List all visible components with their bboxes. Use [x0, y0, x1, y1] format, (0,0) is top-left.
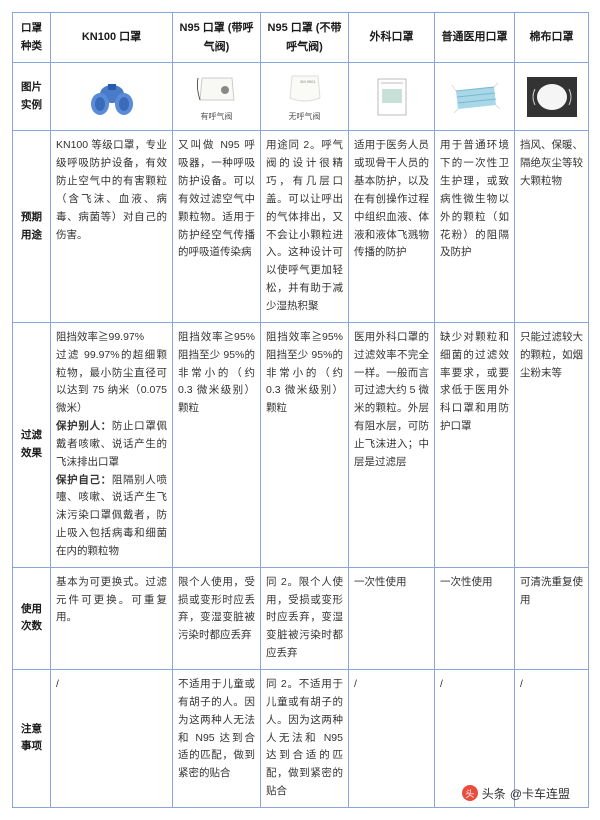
- header-col3: N95 口罩 (不带呼气阀): [261, 13, 349, 63]
- header-purpose: 预期用途: [13, 131, 51, 322]
- footer-brand: 头条: [482, 785, 506, 802]
- usage-c3: 同 2。限个人使用，受损或变形时应丢弃，变湿变脏被污染时都应丢弃: [261, 567, 349, 669]
- usage-c1: 基本为可更换式。过滤元件可更换。可重复用。: [51, 567, 173, 669]
- table-row: 预期用途 KN100 等级口罩，专业级呼吸防护设备，有效防止空气中的有害颗粒（含…: [13, 131, 589, 322]
- purpose-c6: 挡风、保暖、隔绝灰尘等较大颗粒物: [515, 131, 589, 322]
- efficiency-c3: 阻挡效率≧95% 阻挡至少 95%的非常小的（约 0.3 微米级别）颗粒: [261, 322, 349, 567]
- caption-valve: 有呼气阀: [177, 110, 256, 124]
- usage-c6: 可清洗重复使用: [515, 567, 589, 669]
- image-cotton: [515, 63, 589, 131]
- footer-author: @卡车连盟: [510, 785, 570, 802]
- purpose-c4: 适用于医务人员或现骨干人员的基本防护，以及在有创操作过程中组织血液、体液和液体飞…: [349, 131, 435, 322]
- efficiency-c2: 阻挡效率≧95% 阻挡至少 95%的非常小的（约 0.3 微米级别）颗粒: [173, 322, 261, 567]
- table-row: 过滤效果 阻挡效率≧99.97% 过滤 99.97%的超细颗粒物，最小防尘直径可…: [13, 322, 589, 567]
- header-col1: KN100 口罩: [51, 13, 173, 63]
- svg-text:3M 9501: 3M 9501: [300, 79, 316, 84]
- efficiency-c4: 医用外科口罩的过滤效率不完全一样。一般而言可过滤大约 5 微米的颗粒。外层有阻水…: [349, 322, 435, 567]
- eff-c1-rate: 阻挡效率≧99.97%: [56, 331, 144, 343]
- header-col5: 普通医用口罩: [435, 13, 515, 63]
- image-n95-novalve: 3M 9501 无呼气阀: [261, 63, 349, 131]
- eff-c1-desc: 过滤 99.97%的超细颗粒物，最小防尘直径可以达到 75 纳米（0.075 微…: [56, 349, 167, 415]
- image-kn100: [51, 63, 173, 131]
- image-surgical: [349, 63, 435, 131]
- header-col4: 外科口罩: [349, 13, 435, 63]
- eff-c1-b2: 保护自己：: [56, 474, 112, 486]
- toutiao-icon: 头: [462, 785, 478, 801]
- caution-c1: /: [51, 670, 173, 808]
- header-caution: 注意事项: [13, 670, 51, 808]
- header-usage: 使用次数: [13, 567, 51, 669]
- efficiency-c6: 只能过滤较大的颗粒，如烟尘粉末等: [515, 322, 589, 567]
- table-row: 图片实例 有呼气阀 3M 9501 无呼气阀: [13, 63, 589, 131]
- image-n95-valve: 有呼气阀: [173, 63, 261, 131]
- caution-c4: /: [349, 670, 435, 808]
- header-col2: N95 口罩 (带呼气阀): [173, 13, 261, 63]
- mask-comparison-table: 口罩种类 KN100 口罩 N95 口罩 (带呼气阀) N95 口罩 (不带呼气…: [12, 12, 589, 808]
- image-medical: [435, 63, 515, 131]
- purpose-c2: 又叫做 N95 呼吸器，一种呼吸防护设备。可以有效过滤空气中颗粒物。适用于防护经…: [173, 131, 261, 322]
- purpose-c5: 用于普通环境下的一次性卫生护理，或致病性微生物以外的颗粒（如花粉）的阻隔及防护: [435, 131, 515, 322]
- footer-attribution: 头 头条 @卡车连盟: [462, 785, 570, 802]
- efficiency-c1: 阻挡效率≧99.97% 过滤 99.97%的超细颗粒物，最小防尘直径可以达到 7…: [51, 322, 173, 567]
- usage-c2: 限个人使用，受损或变形时应丢弃，变湿变脏被污染时都应丢弃: [173, 567, 261, 669]
- efficiency-c5: 缺少对颗粒和细菌的过滤效率要求，或要求低于医用外科口罩和用防护口罩: [435, 322, 515, 567]
- caution-c2: 不适用于儿童或有胡子的人。因为这两种人无法和 N95 达到合适的匹配，做到紧密的…: [173, 670, 261, 808]
- header-col6: 棉布口罩: [515, 13, 589, 63]
- purpose-c3: 用途同 2。呼气阀的设计很精巧，有几层口盖。可以让呼出的气体排出，又不会让小颗粒…: [261, 131, 349, 322]
- table-row: 使用次数 基本为可更换式。过滤元件可更换。可重复用。 限个人使用，受损或变形时应…: [13, 567, 589, 669]
- caption-novalve: 无呼气阀: [265, 110, 344, 124]
- usage-c5: 一次性使用: [435, 567, 515, 669]
- caution-c3: 同 2。不适用于儿童或有胡子的人。因为这两种人无法和 N95 达到合适的匹配，做…: [261, 670, 349, 808]
- table-row: 口罩种类 KN100 口罩 N95 口罩 (带呼气阀) N95 口罩 (不带呼气…: [13, 13, 589, 63]
- purpose-c1: KN100 等级口罩，专业级呼吸防护设备，有效防止空气中的有害颗粒（含飞沫、血液…: [51, 131, 173, 322]
- header-category: 口罩种类: [13, 13, 51, 63]
- usage-c4: 一次性使用: [349, 567, 435, 669]
- header-image: 图片实例: [13, 63, 51, 131]
- eff-c1-b1: 保护别人：: [56, 420, 112, 432]
- eff-c1-t2: 阻隔别人喷嚏、咳嗽、说话产生飞沫污染口罩佩戴者，防止吸入包括病毒和细菌在内的颗粒…: [56, 474, 167, 557]
- header-efficiency: 过滤效果: [13, 322, 51, 567]
